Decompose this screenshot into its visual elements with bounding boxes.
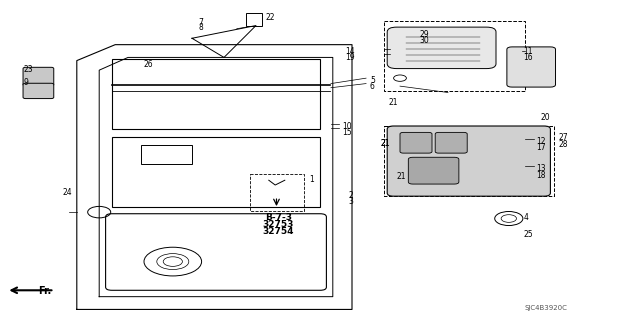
Text: 32753: 32753 xyxy=(262,220,294,229)
Text: 13: 13 xyxy=(536,164,546,173)
Text: 20: 20 xyxy=(541,113,550,122)
Text: 10: 10 xyxy=(342,122,352,131)
FancyBboxPatch shape xyxy=(507,47,556,87)
Text: 26: 26 xyxy=(144,60,154,69)
FancyBboxPatch shape xyxy=(408,157,459,184)
Text: Fr.: Fr. xyxy=(38,286,52,295)
FancyBboxPatch shape xyxy=(387,27,496,69)
FancyBboxPatch shape xyxy=(400,132,432,153)
Text: 15: 15 xyxy=(342,128,352,137)
Text: 2: 2 xyxy=(349,191,353,200)
Text: 3: 3 xyxy=(349,197,354,206)
Bar xyxy=(112,59,320,129)
Text: 7: 7 xyxy=(198,18,204,26)
FancyBboxPatch shape xyxy=(387,126,550,196)
Bar xyxy=(250,174,304,211)
Text: SJC4B3920C: SJC4B3920C xyxy=(525,305,568,311)
Text: 11: 11 xyxy=(524,47,533,56)
Text: 9: 9 xyxy=(24,78,29,87)
Text: 21: 21 xyxy=(388,98,398,107)
Text: 19: 19 xyxy=(346,53,355,62)
Text: 27: 27 xyxy=(558,133,568,142)
Bar xyxy=(141,145,192,164)
Text: 21: 21 xyxy=(381,139,390,148)
Text: 12: 12 xyxy=(536,137,546,145)
Text: 14: 14 xyxy=(346,47,355,56)
Text: 28: 28 xyxy=(558,140,568,149)
Text: 25: 25 xyxy=(524,230,533,239)
Text: 21: 21 xyxy=(381,139,390,148)
Text: 18: 18 xyxy=(536,171,546,180)
Text: 6: 6 xyxy=(370,82,375,91)
Text: B-7-3: B-7-3 xyxy=(265,213,292,222)
Text: 22: 22 xyxy=(266,13,275,22)
FancyBboxPatch shape xyxy=(23,67,54,86)
Bar xyxy=(112,137,320,207)
Text: 32754: 32754 xyxy=(262,227,294,236)
Text: 21: 21 xyxy=(397,172,406,181)
Text: 8: 8 xyxy=(198,23,203,32)
FancyBboxPatch shape xyxy=(23,83,54,99)
Bar xyxy=(384,21,525,91)
Text: 16: 16 xyxy=(524,53,533,62)
Text: 5: 5 xyxy=(370,76,375,85)
Text: 29: 29 xyxy=(419,30,429,39)
Bar xyxy=(246,13,262,26)
FancyBboxPatch shape xyxy=(435,132,467,153)
Text: 17: 17 xyxy=(536,143,546,152)
Text: 30: 30 xyxy=(419,36,429,45)
Text: 24: 24 xyxy=(63,188,72,197)
Text: 23: 23 xyxy=(24,65,33,74)
Text: 4: 4 xyxy=(524,213,529,222)
Bar xyxy=(384,126,554,196)
Text: 1: 1 xyxy=(309,175,314,184)
